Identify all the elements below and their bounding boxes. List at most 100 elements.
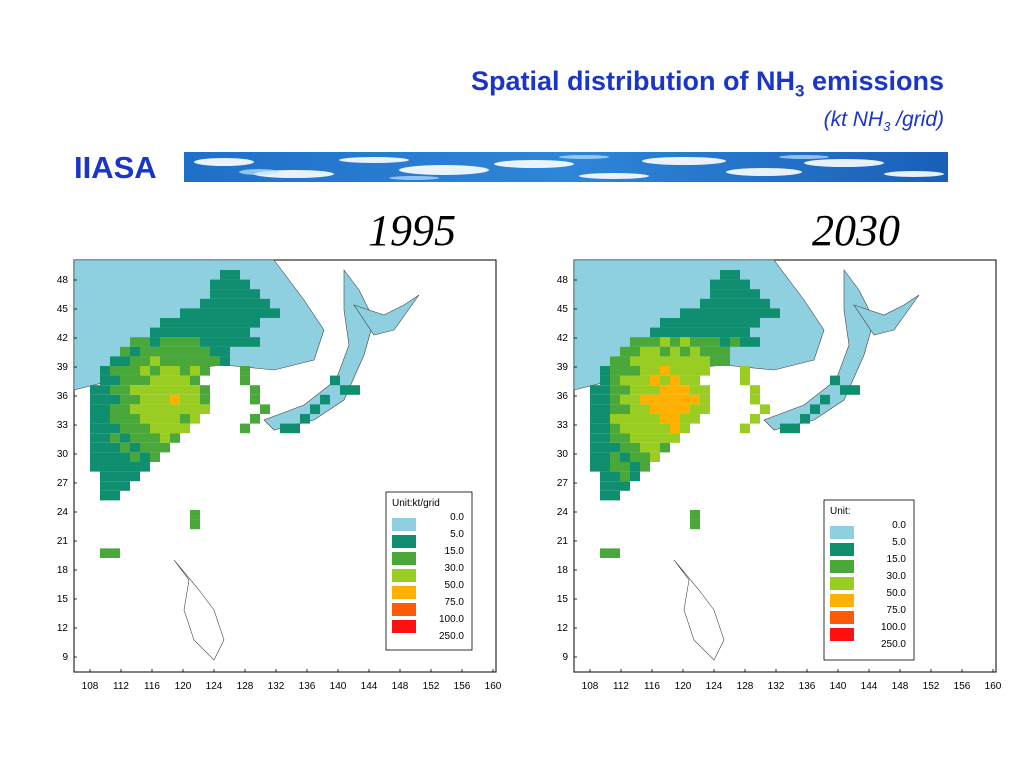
emission-cell (600, 548, 610, 558)
emission-cell (630, 423, 640, 434)
emission-cell (700, 298, 710, 309)
emission-cell (230, 337, 240, 347)
emission-cell (680, 318, 690, 328)
emission-cell (690, 385, 700, 395)
emission-cell (680, 394, 690, 405)
emission-cell (720, 337, 730, 347)
emission-cell (740, 327, 750, 338)
y-tick-label: 48 (557, 275, 569, 286)
y-tick-label: 9 (62, 652, 68, 663)
emission-cell (150, 394, 160, 405)
emission-cell (180, 318, 190, 328)
emission-cell (760, 298, 770, 309)
emission-cell (740, 366, 750, 376)
emission-cell (100, 366, 110, 376)
emission-cell (680, 404, 690, 414)
emission-cell (610, 452, 620, 462)
emission-cell (220, 289, 230, 299)
emission-cell (660, 442, 670, 453)
emission-cell (660, 433, 670, 443)
emission-cell (690, 356, 700, 366)
emission-cell (210, 279, 220, 290)
emission-cell (210, 337, 220, 347)
emission-cell (680, 327, 690, 338)
emission-cell (660, 356, 670, 366)
emission-cell (600, 442, 610, 453)
emission-cell (100, 452, 110, 462)
emission-cell (680, 308, 690, 318)
emission-cell (710, 337, 720, 347)
emission-cell (200, 404, 210, 414)
emission-cell (620, 356, 630, 366)
y-tick-label: 39 (57, 362, 69, 373)
emission-cell (650, 385, 660, 395)
emission-cell (740, 298, 750, 309)
emission-cell (250, 385, 260, 395)
emission-cell (130, 356, 140, 366)
emission-cell (130, 433, 140, 443)
emission-cell (620, 394, 630, 405)
emission-cell (190, 318, 200, 328)
emission-cell (160, 385, 170, 395)
emission-cell (720, 298, 730, 309)
emission-cell (150, 366, 160, 376)
emission-cell (700, 308, 710, 318)
emission-cell (610, 423, 620, 434)
x-tick-label: 120 (175, 681, 192, 692)
emission-cell (90, 433, 100, 443)
emission-cell (670, 414, 680, 424)
emission-cell (750, 318, 760, 328)
emission-cell (620, 375, 630, 386)
emission-cell (110, 385, 120, 395)
emission-cell (150, 385, 160, 395)
emission-cell (120, 404, 130, 414)
emission-cell (590, 452, 600, 462)
legend-label: 250.0 (439, 631, 464, 642)
emission-cell (710, 318, 720, 328)
emission-cell (150, 346, 160, 357)
y-tick-label: 30 (57, 449, 69, 460)
emission-cell (770, 308, 780, 318)
emission-cell (130, 471, 140, 482)
emission-cell (90, 462, 100, 472)
emission-cell (700, 366, 710, 376)
emission-cell (640, 394, 650, 405)
emission-cell (250, 298, 260, 309)
legend-label: 50.0 (445, 580, 465, 591)
emission-cell (110, 394, 120, 405)
emission-cell (640, 442, 650, 453)
emission-cell (240, 337, 250, 347)
emission-cell (190, 519, 200, 530)
emission-cell (710, 356, 720, 366)
legend-label: 30.0 (887, 571, 907, 582)
y-tick-label: 30 (557, 449, 569, 460)
emission-cell (660, 404, 670, 414)
emission-cell (730, 318, 740, 328)
emission-cell (680, 385, 690, 395)
emission-cell (180, 394, 190, 405)
emission-cell (350, 385, 360, 395)
emission-cell (140, 356, 150, 366)
emission-cell (610, 366, 620, 376)
emission-cell (610, 356, 620, 366)
emission-cell (90, 385, 100, 395)
emission-cell (700, 327, 710, 338)
emission-cell (590, 394, 600, 405)
emission-cell (650, 356, 660, 366)
x-tick-label: 128 (237, 681, 254, 692)
emission-cell (670, 404, 680, 414)
emission-cell (720, 356, 730, 366)
emission-cell (140, 366, 150, 376)
emission-cell (130, 442, 140, 453)
emission-cell (690, 394, 700, 405)
emission-cell (670, 423, 680, 434)
brand-label: IIASA (74, 150, 157, 185)
emission-cell (220, 337, 230, 347)
emission-cell (600, 423, 610, 434)
x-tick-label: 140 (330, 681, 347, 692)
legend: Unit:kt/grid 0.0 5.0 15.0 30.0 50.0 75.0 100.0 2… (385, 491, 473, 651)
emission-cell (620, 462, 630, 472)
emission-cell (660, 414, 670, 424)
emission-cell (730, 298, 740, 309)
emission-cell (610, 404, 620, 414)
